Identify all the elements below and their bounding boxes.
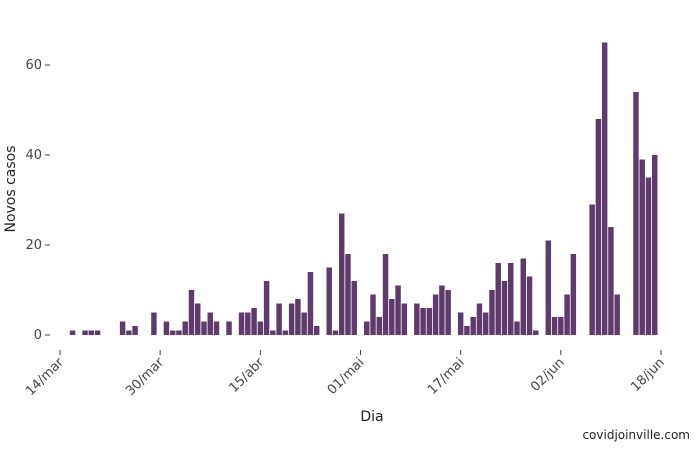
y-tick-label: 40 — [25, 148, 42, 163]
x-tick-label: 18/jun — [628, 355, 668, 395]
y-axis-title: Novos casos — [3, 145, 19, 232]
x-axis: 14/mar 30/mar 15/abr 01/mai 17/mai 02/jun 18/j… — [23, 350, 668, 399]
bar — [201, 321, 207, 335]
bar — [508, 263, 514, 335]
bar — [395, 285, 401, 335]
bar — [301, 312, 307, 335]
bar — [213, 321, 220, 335]
bar — [401, 303, 408, 335]
bar — [195, 303, 201, 335]
y-tick-label: 0 — [34, 328, 42, 343]
bar — [270, 330, 276, 335]
bar — [426, 308, 433, 335]
bar — [445, 290, 451, 335]
bar — [464, 326, 470, 335]
bar — [633, 92, 639, 335]
bar — [288, 303, 295, 335]
bar — [420, 308, 426, 335]
bar — [307, 272, 314, 335]
bar — [432, 294, 439, 335]
bar — [482, 312, 489, 335]
bar — [570, 254, 577, 335]
bar — [364, 321, 370, 335]
bar — [614, 294, 620, 335]
bars-group — [69, 42, 658, 335]
bar — [69, 330, 76, 335]
bar — [126, 330, 132, 335]
source-credit: covidjoinville.com — [582, 428, 690, 442]
bar — [645, 177, 652, 335]
bar — [263, 281, 270, 335]
bar — [639, 159, 645, 335]
bar — [169, 330, 176, 335]
bar — [514, 321, 520, 335]
bar — [439, 285, 445, 335]
bar — [238, 312, 245, 335]
bar — [119, 321, 126, 335]
bar — [370, 294, 376, 335]
bar — [132, 326, 138, 335]
y-tick-label: 20 — [25, 238, 42, 253]
bar — [245, 312, 251, 335]
bar — [338, 213, 345, 335]
bar — [376, 317, 383, 335]
bar — [182, 321, 188, 335]
bar — [495, 263, 501, 335]
bar — [564, 294, 570, 335]
bar — [188, 290, 195, 335]
bar — [326, 267, 332, 335]
bar — [489, 290, 495, 335]
bar — [652, 155, 658, 335]
bar — [207, 312, 213, 335]
bar — [176, 330, 182, 335]
bar — [601, 42, 608, 335]
bar — [526, 276, 533, 335]
bar — [282, 330, 289, 335]
bar — [501, 281, 508, 335]
bar — [595, 119, 602, 335]
bar — [163, 321, 170, 335]
bar — [551, 317, 558, 335]
bar — [351, 281, 357, 335]
x-tick-label: 14/mar — [23, 355, 67, 399]
bar — [558, 317, 564, 335]
bar — [257, 321, 264, 335]
y-axis: 0 20 40 60 — [25, 58, 50, 343]
bar — [414, 303, 420, 335]
bar — [313, 326, 320, 335]
bar — [295, 299, 301, 335]
bar — [382, 254, 389, 335]
bar — [608, 227, 614, 335]
bar — [345, 254, 351, 335]
y-tick-label: 60 — [25, 58, 42, 73]
x-axis-title: Dia — [360, 409, 383, 425]
x-tick-label: 01/mai — [325, 355, 368, 398]
bar — [151, 312, 157, 335]
bar — [545, 240, 552, 335]
bar — [332, 330, 339, 335]
bar — [470, 317, 476, 335]
bar — [457, 312, 464, 335]
bar — [276, 303, 282, 335]
bar — [589, 204, 595, 335]
bar — [226, 321, 232, 335]
bar — [389, 299, 395, 335]
bar — [476, 303, 483, 335]
x-tick-label: 17/mai — [425, 355, 468, 398]
x-tick-label: 30/mar — [123, 355, 167, 399]
bar — [251, 308, 257, 335]
bar — [82, 330, 88, 335]
bar — [88, 330, 95, 335]
bar — [520, 258, 526, 335]
x-tick-label: 15/abr — [227, 355, 268, 396]
x-tick-label: 02/jun — [528, 355, 568, 395]
bar — [94, 330, 101, 335]
bar — [533, 330, 539, 335]
